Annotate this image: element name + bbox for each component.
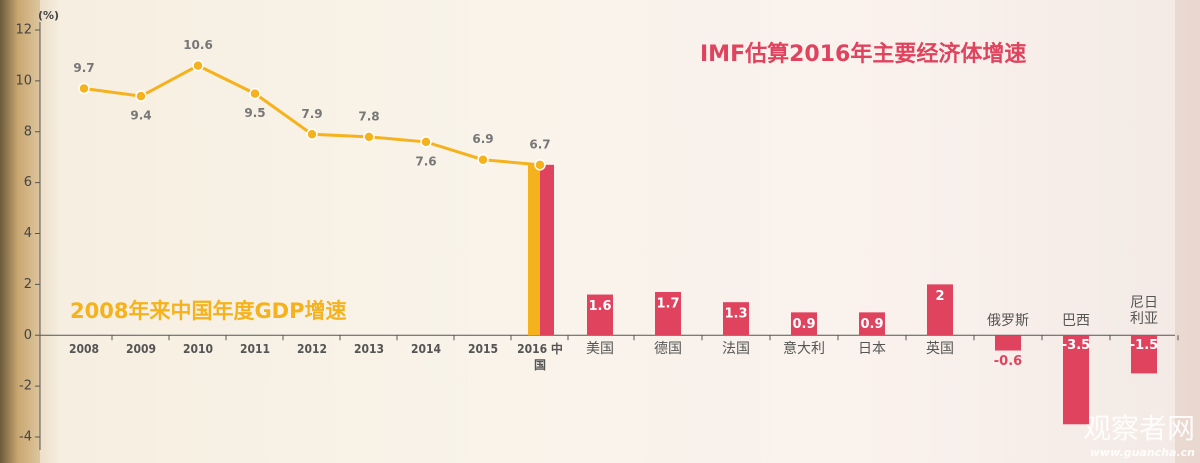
x-tick-label: 美国 xyxy=(586,341,614,358)
bar xyxy=(927,284,953,336)
data-label: 6.9 xyxy=(472,132,493,146)
bar xyxy=(723,302,749,336)
y-tick-label: 2 xyxy=(24,277,32,292)
bar xyxy=(1131,335,1157,374)
y-tick-label: 8 xyxy=(24,124,32,139)
point xyxy=(135,90,147,102)
x-tick-label: 日本 xyxy=(858,341,886,358)
x-tick-label: 意大利 xyxy=(783,341,825,358)
bar-line-series xyxy=(528,164,540,336)
data-label: 2 xyxy=(935,289,944,304)
data-label: 0.9 xyxy=(860,317,883,332)
point xyxy=(306,128,318,141)
x-tick-label: 2010 xyxy=(182,342,214,357)
data-label: 1.7 xyxy=(656,297,679,312)
bar xyxy=(1063,335,1089,425)
data-label: 7.6 xyxy=(415,154,436,168)
legend-bar: IMF估算2016年主要经济体增速 xyxy=(700,41,1026,67)
x-tick-label: 2009 xyxy=(125,342,157,357)
x-tick-label: 法国 xyxy=(722,341,750,358)
data-label: 9.7 xyxy=(73,61,94,75)
y-tick-label: -2 xyxy=(19,379,32,394)
y-tick-label: -4 xyxy=(19,430,32,445)
overlay xyxy=(40,0,1175,463)
y-tick-label: 10 xyxy=(15,73,32,88)
y-tick-label: 4 xyxy=(24,226,32,241)
point xyxy=(534,159,546,171)
bar xyxy=(655,292,681,336)
y-tick-label: 12 xyxy=(15,23,32,38)
watermark: 观察者网 xyxy=(1083,412,1195,445)
x-tick-label: 尼日 利亚 xyxy=(1130,295,1158,328)
data-label: 0.9 xyxy=(792,317,815,332)
y-tick-label: 6 xyxy=(24,175,32,190)
data-label: 10.6 xyxy=(183,38,213,52)
x-tick-label: 2012 xyxy=(296,342,328,357)
x-tick-label: 2015 xyxy=(467,342,499,357)
data-label: 7.9 xyxy=(301,107,322,121)
y-axis-label: (%) xyxy=(38,9,59,22)
data-label: -0.6 xyxy=(994,354,1022,369)
data-label: 1.6 xyxy=(588,299,611,314)
x-tick-label: 巴西 xyxy=(1062,313,1090,330)
bar xyxy=(791,312,817,336)
x-tick-label: 2013 xyxy=(353,342,385,357)
x-tick-label: 德国 xyxy=(654,341,682,358)
bar xyxy=(540,164,554,336)
point xyxy=(363,131,375,143)
data-label: -3.5 xyxy=(1062,338,1090,353)
data-label: 9.5 xyxy=(244,106,265,120)
data-label: 9.4 xyxy=(130,109,151,123)
point xyxy=(249,87,261,100)
x-tick-label: 2014 xyxy=(410,342,442,357)
bar xyxy=(587,294,613,336)
data-label: 7.8 xyxy=(358,109,379,123)
bar xyxy=(859,312,885,336)
point xyxy=(477,153,489,166)
data-label: -1.5 xyxy=(1130,338,1158,353)
point xyxy=(192,59,204,72)
point xyxy=(420,136,432,148)
data-label: 6.7 xyxy=(529,137,550,151)
x-tick-label: 2011 xyxy=(239,342,271,357)
x-tick-label: 2016 中国 xyxy=(517,342,563,373)
bar xyxy=(995,335,1021,351)
point xyxy=(78,82,90,95)
y-tick-label: 0 xyxy=(24,328,32,343)
x-tick-label: 2008 xyxy=(68,342,100,357)
data-label: 1.3 xyxy=(724,307,747,322)
legend-line: 2008年来中国年度GDP增速 xyxy=(70,299,347,323)
x-tick-label: 英国 xyxy=(926,341,954,358)
x-tick-label: 俄罗斯 xyxy=(987,313,1029,330)
watermark-url: www.guancha.cn xyxy=(1090,446,1195,459)
